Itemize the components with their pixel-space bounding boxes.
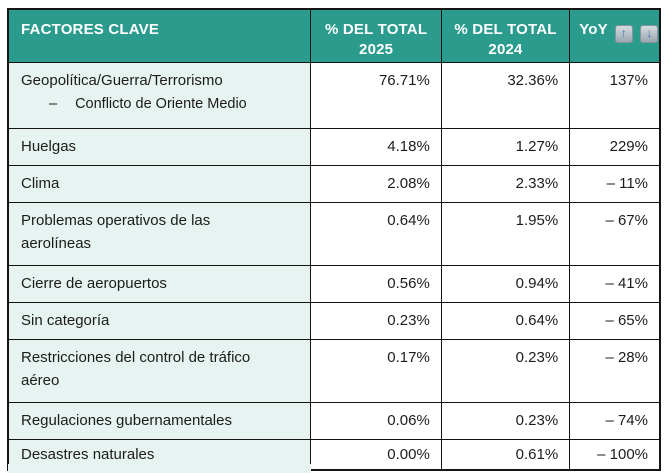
- table-row: Sin categoría 0.23% 0.64% – 65%: [7, 301, 661, 340]
- factor-label: Desastres naturales: [21, 445, 155, 463]
- yoy-up-icon: ↑: [614, 25, 633, 43]
- factor-cell: Regulaciones gubernamentales: [7, 401, 312, 440]
- factor-cell: Sin categoría: [7, 301, 312, 340]
- pct-2024-cell: 1.95%: [440, 201, 571, 266]
- header-total-2024: % DEL TOTAL 2024: [440, 8, 571, 63]
- factor-subitem: – Conflicto de Oriente Medio: [21, 93, 299, 116]
- pct-2024-cell: 0.23%: [440, 338, 571, 403]
- header-factores-clave: FACTORES CLAVE: [7, 8, 312, 63]
- yoy-cell: – 74%: [569, 401, 661, 440]
- yoy-cell: – 67%: [569, 201, 661, 266]
- pct-2024-cell: 2.33%: [440, 164, 571, 203]
- pct-2025-cell: 0.17%: [310, 338, 442, 403]
- pct-2024-cell: 0.94%: [440, 264, 571, 303]
- table-row: Problemas operativos de las aerolíneas 0.…: [7, 201, 661, 266]
- subitem-label: Conflicto de Oriente Medio: [75, 95, 247, 112]
- factor-label: Regulaciones gubernamentales: [21, 411, 232, 429]
- factor-label: Huelgas: [21, 137, 77, 155]
- pct-2025-cell: 0.00%: [310, 438, 442, 470]
- header-yoy-label: YoY: [579, 21, 608, 38]
- header-total-2025-line1: % DEL TOTAL: [325, 21, 428, 38]
- pct-2025-cell: 4.18%: [310, 127, 442, 166]
- factor-label: Problemas operativos de las aerolíneas: [21, 211, 211, 252]
- yoy-cell: – 41%: [569, 264, 661, 303]
- pct-2025-cell: 0.23%: [310, 301, 442, 340]
- yoy-cell: 137%: [569, 61, 661, 129]
- table-row: Geopolítica/Guerra/Terrorismo – Conflicto …: [7, 61, 661, 129]
- table-bottom-strip: [8, 464, 311, 473]
- header-total-2024-line2: 2024: [488, 41, 523, 58]
- factor-cell: Huelgas: [7, 127, 312, 166]
- table-row: Regulaciones gubernamentales 0.06% 0.23% – …: [7, 401, 661, 440]
- table-row: Huelgas 4.18% 1.27% 229%: [7, 127, 661, 166]
- pct-2025-cell: 2.08%: [310, 164, 442, 203]
- header-total-2024-line1: % DEL TOTAL: [454, 21, 557, 38]
- yoy-cell: – 28%: [569, 338, 661, 403]
- key-factors-table: FACTORES CLAVE % DEL TOTAL 2025 % DEL TO…: [7, 8, 661, 471]
- pct-2024-cell: 0.61%: [440, 438, 571, 470]
- pct-2025-cell: 76.71%: [310, 61, 442, 129]
- factor-cell: Cierre de aeropuertos: [7, 264, 312, 303]
- yoy-cell: – 65%: [569, 301, 661, 340]
- header-total-2025-line2: 2025: [359, 41, 394, 58]
- yoy-cell: 229%: [569, 127, 661, 166]
- pct-2024-cell: 0.23%: [440, 401, 571, 440]
- header-factores-clave-label: FACTORES CLAVE: [21, 21, 160, 38]
- yoy-cell: – 100%: [569, 438, 661, 470]
- yoy-down-icon: ↓: [640, 25, 659, 43]
- factor-cell: Clima: [7, 164, 312, 203]
- header-yoy: YoY ↑ ↓: [569, 8, 661, 63]
- factor-label: Geopolítica/Guerra/Terrorismo: [21, 71, 223, 89]
- pct-2024-cell: 32.36%: [440, 61, 571, 129]
- factor-label: Sin categoría: [21, 311, 110, 329]
- factor-label: Restricciones del control de tráfico aér…: [21, 348, 251, 389]
- table-row: Cierre de aeropuertos 0.56% 0.94% – 41%: [7, 264, 661, 303]
- factor-label: Cierre de aeropuertos: [21, 274, 167, 292]
- pct-2025-cell: 0.06%: [310, 401, 442, 440]
- pct-2025-cell: 0.56%: [310, 264, 442, 303]
- pct-2025-cell: 0.64%: [310, 201, 442, 266]
- pct-2024-cell: 1.27%: [440, 127, 571, 166]
- yoy-cell: – 11%: [569, 164, 661, 203]
- pct-2024-cell: 0.64%: [440, 301, 571, 340]
- subitem-dash: –: [49, 95, 58, 112]
- factor-cell: Restricciones del control de tráfico aér…: [7, 338, 312, 403]
- table-row: Restricciones del control de tráfico aér…: [7, 338, 661, 403]
- header-row: FACTORES CLAVE % DEL TOTAL 2025 % DEL TO…: [7, 8, 661, 63]
- header-total-2025: % DEL TOTAL 2025: [310, 8, 442, 63]
- factor-label: Clima: [21, 174, 60, 192]
- table-row: Clima 2.08% 2.33% – 11%: [7, 164, 661, 203]
- factor-cell: Geopolítica/Guerra/Terrorismo – Conflicto …: [7, 61, 312, 129]
- factor-cell: Problemas operativos de las aerolíneas: [7, 201, 312, 266]
